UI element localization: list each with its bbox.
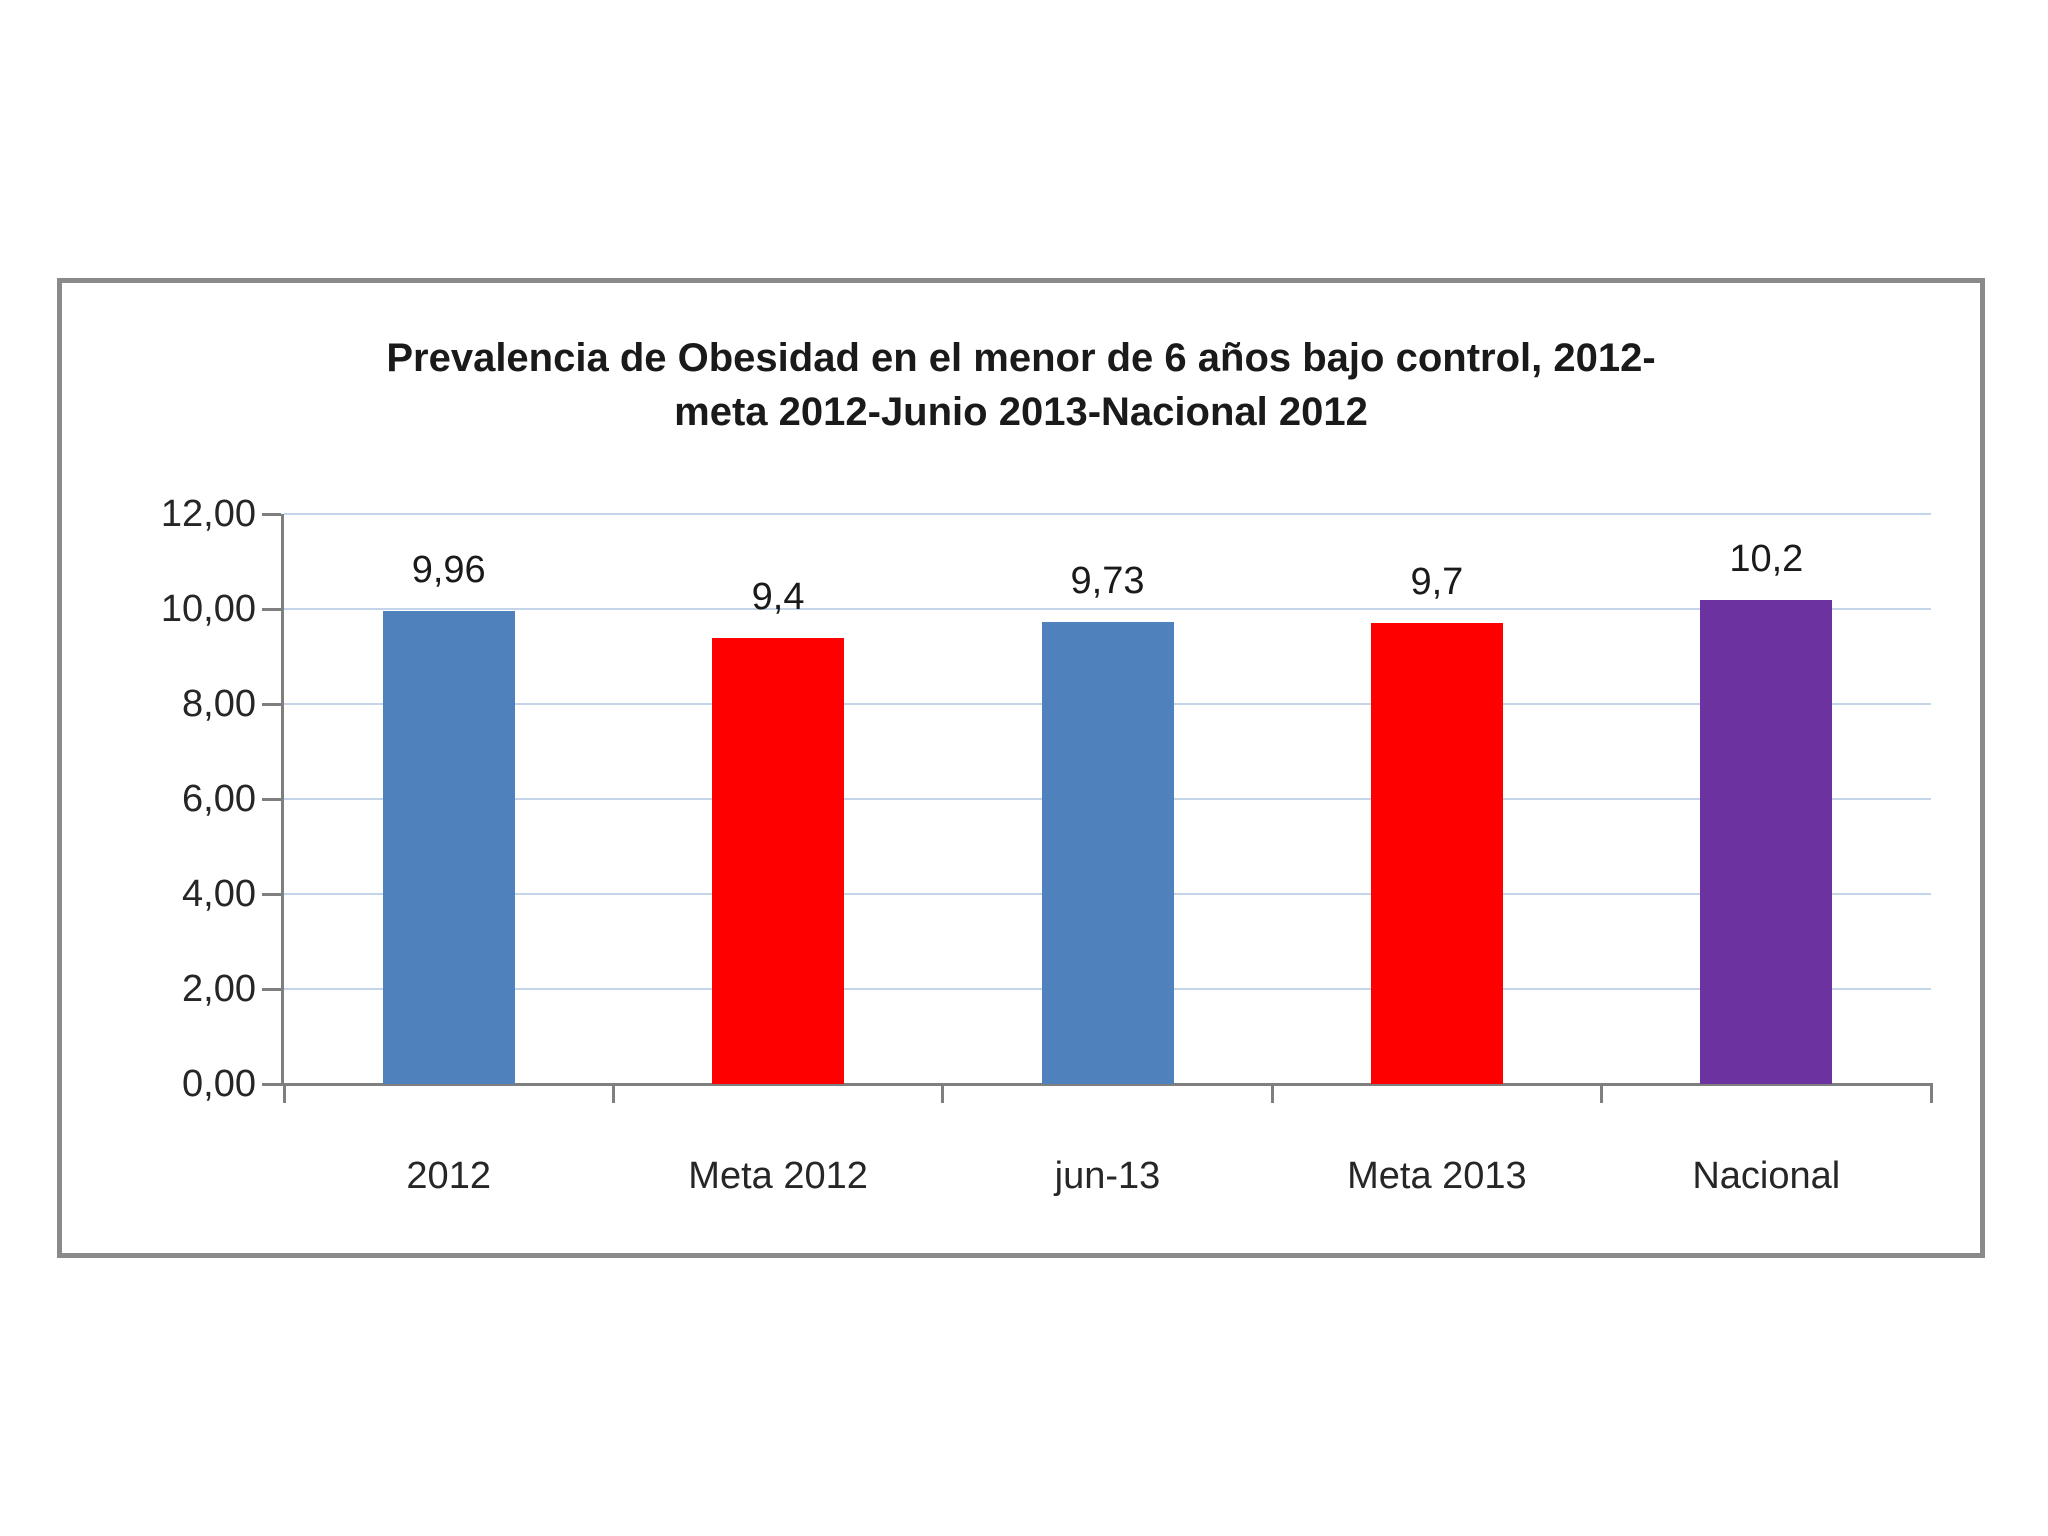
y-axis-tick (262, 798, 281, 801)
x-axis-tick (1270, 1083, 1274, 1103)
chart-container: Prevalencia de Obesidad en el menor de 6… (57, 278, 1985, 1258)
y-axis-tick (262, 893, 281, 896)
chart-title-line-2: meta 2012-Junio 2013-Nacional 2012 (674, 390, 1368, 434)
bar-value-label: 9,4 (751, 575, 805, 618)
y-axis-tick (262, 513, 281, 516)
x-tick-label: jun-13 (1054, 1155, 1161, 1197)
y-tick-label: 4,00 (182, 873, 256, 915)
y-axis-tick (262, 703, 281, 706)
bar-value-label: 10,2 (1729, 537, 1804, 580)
x-tick-label: Nacional (1692, 1155, 1841, 1197)
x-axis-tick (1600, 1083, 1604, 1103)
y-axis-tick (262, 988, 281, 991)
x-tick-label: Meta 2013 (1347, 1155, 1527, 1197)
x-tick-label: 2012 (406, 1155, 491, 1197)
gridline (284, 608, 1931, 610)
x-tick-label: Meta 2012 (688, 1155, 868, 1197)
chart-title: Prevalencia de Obesidad en el menor de 6… (82, 331, 1960, 439)
bar-nacional (1700, 599, 1833, 1084)
bar-2012 (382, 610, 515, 1084)
x-axis-tick (1929, 1083, 1933, 1103)
bar-meta-2012 (712, 637, 845, 1084)
y-tick-label: 2,00 (182, 968, 256, 1010)
y-axis-line (281, 514, 284, 1084)
y-tick-label: 6,00 (182, 778, 256, 820)
y-tick-label: 8,00 (182, 683, 256, 725)
y-tick-label: 0,00 (182, 1063, 256, 1105)
x-axis-tick (282, 1083, 286, 1103)
y-axis-tick (262, 1083, 281, 1086)
bar-jun-13 (1041, 621, 1174, 1084)
bar-value-label: 9,7 (1410, 561, 1464, 604)
gridline (284, 513, 1931, 515)
bar-value-label: 9,96 (411, 548, 486, 591)
y-tick-label: 10,00 (160, 588, 256, 630)
plot-area: 9,96 2012 9,4 Meta 2012 9,73 jun-13 9,7 Meta 20… (262, 513, 1933, 1197)
bar-value-label: 9,73 (1070, 559, 1145, 602)
x-axis-tick (611, 1083, 615, 1103)
bar-meta-2013 (1370, 623, 1503, 1084)
x-axis-tick (941, 1083, 945, 1103)
y-tick-label: 12,00 (160, 493, 256, 535)
chart-title-line-1: Prevalencia de Obesidad en el menor de 6… (386, 336, 1656, 380)
y-axis-tick (262, 608, 281, 611)
x-axis-line (281, 1083, 1931, 1086)
